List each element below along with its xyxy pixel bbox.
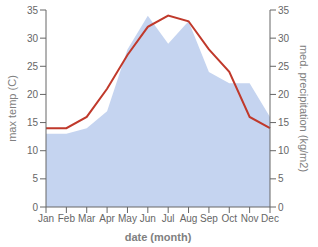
svg-text:Oct: Oct — [221, 213, 237, 224]
svg-text:Apr: Apr — [99, 213, 115, 224]
svg-text:med. precipitation (kg/m2): med. precipitation (kg/m2) — [298, 45, 310, 172]
svg-text:0: 0 — [32, 202, 38, 213]
svg-text:10: 10 — [278, 145, 290, 156]
svg-text:Aug: Aug — [180, 213, 198, 224]
svg-text:Feb: Feb — [58, 213, 76, 224]
svg-text:15: 15 — [278, 117, 290, 128]
svg-text:Jul: Jul — [162, 213, 175, 224]
svg-text:max temp (C): max temp (C) — [8, 75, 18, 142]
svg-text:Mar: Mar — [78, 213, 96, 224]
svg-text:date (month): date (month) — [125, 231, 192, 243]
svg-text:30: 30 — [278, 33, 290, 44]
svg-text:Dec: Dec — [261, 213, 279, 224]
svg-text:25: 25 — [27, 61, 39, 72]
svg-text:25: 25 — [278, 61, 290, 72]
svg-text:35: 35 — [27, 5, 39, 16]
svg-text:35: 35 — [278, 5, 290, 16]
svg-text:Sep: Sep — [200, 213, 218, 224]
svg-text:Nov: Nov — [241, 213, 259, 224]
svg-text:Jan: Jan — [38, 213, 54, 224]
svg-text:5: 5 — [32, 173, 38, 184]
svg-text:May: May — [118, 213, 137, 224]
svg-text:30: 30 — [27, 33, 39, 44]
svg-text:0: 0 — [278, 202, 284, 213]
svg-text:Jun: Jun — [140, 213, 156, 224]
svg-text:5: 5 — [278, 173, 284, 184]
svg-text:15: 15 — [27, 117, 39, 128]
svg-text:20: 20 — [278, 89, 290, 100]
svg-text:10: 10 — [27, 145, 39, 156]
svg-text:20: 20 — [27, 89, 39, 100]
